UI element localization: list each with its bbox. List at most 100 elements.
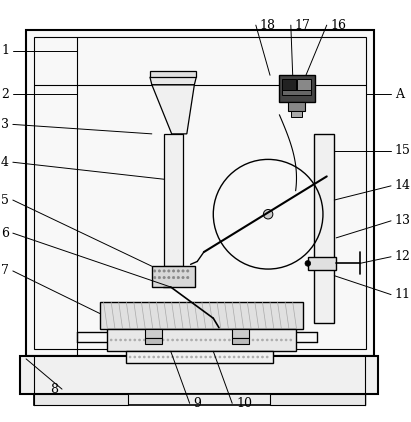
Circle shape <box>163 276 165 279</box>
Circle shape <box>205 339 207 341</box>
Circle shape <box>219 356 221 358</box>
Text: 1: 1 <box>1 44 9 57</box>
Circle shape <box>154 270 156 272</box>
Circle shape <box>148 339 150 341</box>
Text: 5: 5 <box>1 194 9 206</box>
Circle shape <box>195 356 197 358</box>
Bar <box>298 79 311 90</box>
Circle shape <box>238 356 240 358</box>
Circle shape <box>167 356 169 358</box>
Circle shape <box>158 276 161 279</box>
Circle shape <box>157 339 159 341</box>
Circle shape <box>173 270 175 272</box>
Circle shape <box>153 356 155 358</box>
Text: 9: 9 <box>194 397 201 410</box>
Circle shape <box>247 339 249 341</box>
Circle shape <box>176 339 178 341</box>
Text: 11: 11 <box>395 288 411 301</box>
Circle shape <box>195 339 197 341</box>
Bar <box>21 356 378 394</box>
Circle shape <box>134 339 136 341</box>
Bar <box>34 38 367 349</box>
Bar <box>282 90 311 95</box>
Circle shape <box>157 356 159 358</box>
Text: 8: 8 <box>50 383 58 396</box>
Circle shape <box>125 339 126 341</box>
Circle shape <box>305 260 311 266</box>
Bar <box>232 338 249 344</box>
Circle shape <box>168 270 170 272</box>
Bar <box>107 329 296 352</box>
Bar <box>100 302 303 329</box>
Circle shape <box>181 356 183 358</box>
Circle shape <box>257 356 259 358</box>
Circle shape <box>177 270 180 272</box>
Bar <box>279 75 315 102</box>
Bar <box>314 134 334 323</box>
Bar <box>126 352 273 362</box>
Circle shape <box>143 339 145 341</box>
Circle shape <box>280 339 282 341</box>
Polygon shape <box>150 77 196 85</box>
Circle shape <box>233 356 235 358</box>
Circle shape <box>271 339 273 341</box>
Circle shape <box>172 356 173 358</box>
Bar <box>34 394 365 405</box>
Circle shape <box>134 356 136 358</box>
Circle shape <box>186 356 188 358</box>
Bar <box>232 329 249 338</box>
Circle shape <box>261 356 263 358</box>
Circle shape <box>252 339 254 341</box>
Circle shape <box>182 276 184 279</box>
Circle shape <box>219 339 221 341</box>
Bar <box>291 111 302 117</box>
Circle shape <box>257 339 259 341</box>
Circle shape <box>229 339 230 341</box>
Circle shape <box>242 356 245 358</box>
Circle shape <box>247 356 249 358</box>
Circle shape <box>229 356 230 358</box>
Circle shape <box>224 339 226 341</box>
Circle shape <box>210 356 211 358</box>
Circle shape <box>154 276 156 279</box>
Circle shape <box>115 339 117 341</box>
Circle shape <box>176 356 178 358</box>
Text: 3: 3 <box>1 118 9 131</box>
Text: 7: 7 <box>1 265 9 277</box>
Bar <box>282 79 296 90</box>
Circle shape <box>214 339 216 341</box>
Circle shape <box>129 356 131 358</box>
Circle shape <box>168 276 170 279</box>
Circle shape <box>162 339 164 341</box>
Bar <box>34 394 128 405</box>
Bar <box>150 70 196 77</box>
Text: 14: 14 <box>395 179 411 192</box>
Text: 17: 17 <box>295 19 310 32</box>
Circle shape <box>290 339 292 341</box>
Bar <box>164 134 183 266</box>
Circle shape <box>148 356 150 358</box>
Circle shape <box>263 209 273 219</box>
Text: A: A <box>395 88 404 101</box>
Circle shape <box>182 270 184 272</box>
Circle shape <box>266 339 268 341</box>
Circle shape <box>173 276 175 279</box>
Circle shape <box>210 339 211 341</box>
Bar <box>288 102 305 111</box>
Circle shape <box>214 356 216 358</box>
Bar <box>145 329 162 338</box>
Circle shape <box>191 339 192 341</box>
Circle shape <box>120 339 122 341</box>
Circle shape <box>139 339 141 341</box>
Circle shape <box>186 339 188 341</box>
Circle shape <box>252 356 254 358</box>
Circle shape <box>233 339 235 341</box>
Text: 16: 16 <box>330 19 346 32</box>
Circle shape <box>261 339 263 341</box>
Circle shape <box>177 276 180 279</box>
Circle shape <box>191 356 192 358</box>
Circle shape <box>143 356 145 358</box>
Bar <box>26 30 374 356</box>
Circle shape <box>158 270 161 272</box>
Text: 15: 15 <box>395 144 411 157</box>
